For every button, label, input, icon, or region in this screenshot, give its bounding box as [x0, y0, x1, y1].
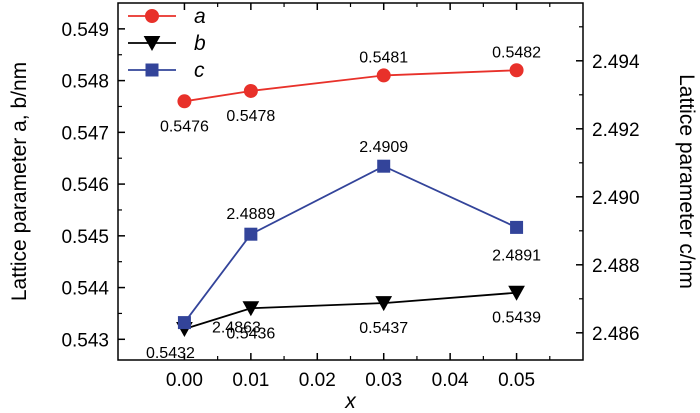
series-b-point: [242, 301, 260, 317]
series-c-data-label: 2.4909: [359, 139, 408, 156]
y-right-tick-label: 2.494: [592, 52, 640, 73]
series-c-legend-point: [145, 63, 159, 77]
series-b-line: [184, 291, 517, 330]
series-a-point: [509, 63, 524, 78]
y-right-tick-label: 2.490: [592, 188, 640, 209]
series-b-legend-point: [143, 36, 161, 52]
series-c-data-label: 2.4889: [226, 206, 275, 223]
series-c-line: [183, 165, 517, 324]
series-a-legend-point: [145, 9, 159, 23]
legend-a-label: a: [194, 5, 206, 28]
x-tick-label: 0.02: [299, 370, 336, 391]
y-left-tick-label: 0.545: [61, 227, 109, 248]
series-b-data-label: 0.5436: [226, 325, 275, 342]
y-left-tick-label: 0.546: [61, 175, 109, 196]
x-tick-label: 0.05: [498, 370, 535, 391]
y-right-axis-title: Lattice parameter c/nm: [675, 74, 698, 289]
x-tick-label: 0.04: [432, 370, 469, 391]
x-tick-label: 0.00: [166, 370, 203, 391]
series-a-data-label: 0.5481: [359, 49, 408, 66]
series-c-data-label: 2.4863: [212, 320, 261, 337]
series-a-data-label: 0.5482: [492, 44, 541, 61]
x-axis-title: x: [344, 390, 357, 413]
series-a-line: [184, 69, 517, 103]
y-left-tick-label: 0.544: [61, 279, 109, 300]
series-a-point: [243, 83, 258, 98]
series-b-data-label: 0.5439: [492, 310, 541, 327]
legend-b-label: b: [194, 32, 206, 55]
series-a-data-label: 0.5476: [160, 118, 209, 135]
series-b-point: [375, 296, 393, 312]
y-left-tick-label: 0.543: [61, 330, 109, 351]
x-tick-label: 0.03: [365, 370, 402, 391]
y-left-tick-label: 0.547: [61, 123, 109, 144]
legend-c-label: c: [194, 59, 205, 82]
series-a-data-label: 0.5478: [226, 108, 275, 125]
x-tick-label: 0.01: [232, 370, 269, 391]
y-left-axis-title: Lattice parameter a, b/nm: [8, 62, 31, 301]
y-right-tick-label: 2.492: [592, 120, 640, 141]
series-b-data-label: 0.5437: [359, 320, 408, 337]
y-right-tick-label: 2.488: [592, 256, 640, 277]
series-c-point: [377, 159, 391, 173]
series-c-point: [177, 316, 191, 330]
y-right-tick-label: 2.486: [592, 324, 640, 345]
series-c-point: [510, 220, 524, 234]
series-c-data-label: 2.4891: [492, 247, 541, 264]
series-a-point: [376, 68, 391, 83]
series-c-point: [244, 227, 258, 241]
series-a-point: [177, 94, 192, 109]
y-left-tick-label: 0.548: [61, 72, 109, 93]
series-b-point: [508, 285, 525, 301]
series-b-data-label: 0.5432: [146, 345, 195, 362]
y-left-tick-label: 0.549: [61, 20, 109, 41]
